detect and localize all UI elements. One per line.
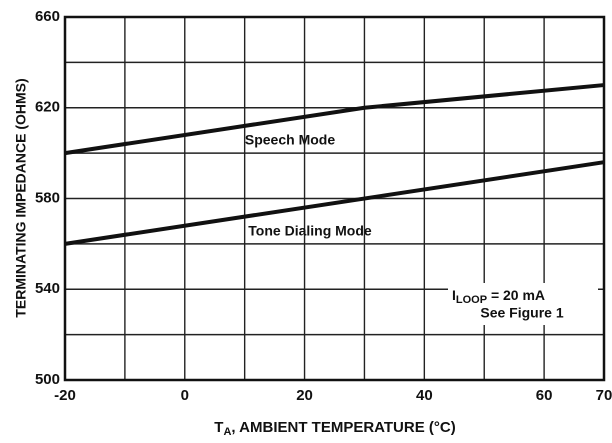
x-label-sub: A bbox=[223, 426, 231, 438]
x-tick-label: 0 bbox=[181, 387, 189, 404]
series-label: Speech Mode bbox=[245, 132, 335, 148]
x-axis-label: TA, AMBIENT TEMPERATURE (°C) bbox=[214, 419, 455, 438]
annotation-rest: = 20 mA bbox=[487, 287, 545, 303]
y-tick-label: 500 bbox=[35, 371, 60, 388]
y-tick-label: 580 bbox=[35, 189, 60, 206]
series-label: Tone Dialing Mode bbox=[248, 223, 372, 239]
y-tick-label: 540 bbox=[35, 280, 60, 297]
y-axis-label: TERMINATING IMPEDANCE (OHMS) bbox=[13, 78, 29, 317]
y-tick-label: 660 bbox=[35, 8, 60, 25]
x-tick-label: 40 bbox=[416, 387, 433, 404]
annotation-main: I bbox=[452, 287, 456, 303]
series-line bbox=[64, 83, 605, 156]
annotation: ILOOP = 20 mA bbox=[452, 287, 545, 306]
x-label-rest: , AMBIENT TEMPERATURE (°C) bbox=[231, 419, 455, 436]
series-line bbox=[64, 160, 605, 246]
plot-border bbox=[63, 15, 606, 382]
x-tick-label: 20 bbox=[296, 387, 313, 404]
annotation-sub: LOOP bbox=[456, 294, 487, 306]
annotation-line2: See Figure 1 bbox=[480, 305, 563, 321]
y-tick-label: 620 bbox=[35, 99, 60, 116]
x-tick-label: 60 bbox=[536, 387, 553, 404]
annotation-bg bbox=[448, 283, 598, 325]
x-label-main: T bbox=[214, 419, 223, 436]
x-tick-label: -20 bbox=[54, 387, 76, 404]
x-tick-label: 70 bbox=[596, 387, 612, 404]
